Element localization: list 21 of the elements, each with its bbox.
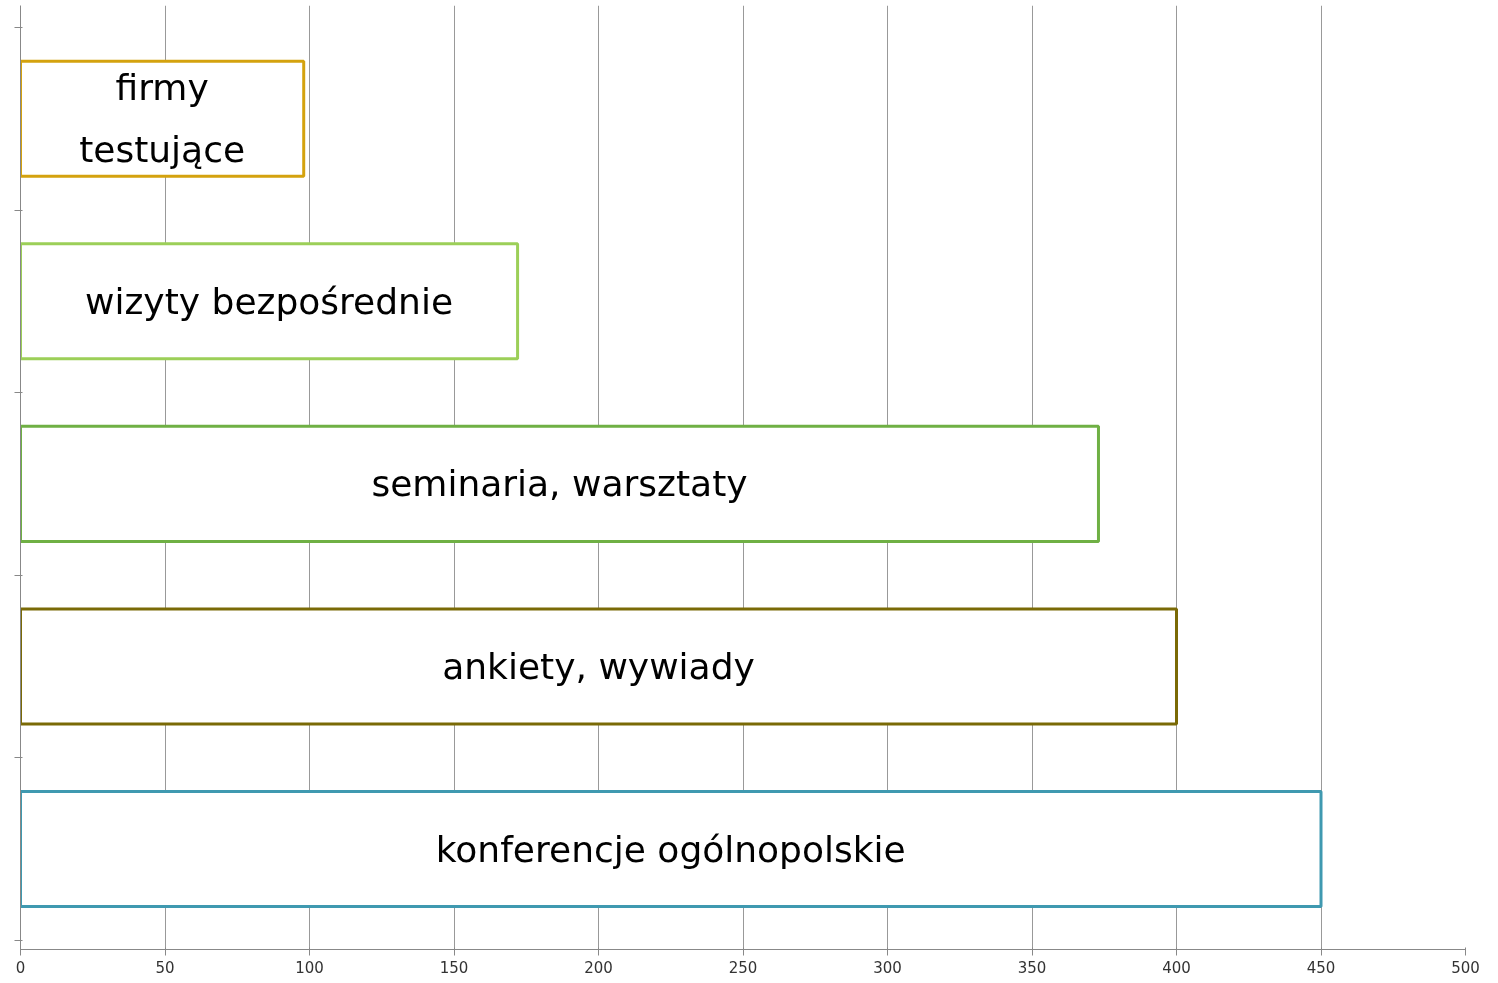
bar — [20, 424, 1100, 543]
y-tick-label: wizyty bezpośrednie — [85, 280, 454, 322]
x-tick-label: 350 — [1017, 958, 1047, 977]
y-tick-label: konferencje ogólnopolskie — [435, 828, 906, 870]
x-tick-label: 300 — [873, 958, 902, 977]
bar — [20, 607, 1178, 726]
x-tick-label: 100 — [295, 958, 324, 977]
x-tick-label: 0 — [15, 958, 26, 977]
x-tick-label: 500 — [1451, 958, 1480, 977]
x-tick-label: 150 — [439, 958, 469, 977]
y-tick-label: seminaria, warsztaty — [371, 463, 748, 505]
x-tick-label: 200 — [584, 958, 613, 977]
x-tick-label: 400 — [1162, 958, 1191, 977]
x-tick-label: 250 — [728, 958, 758, 977]
bar — [20, 242, 520, 361]
x-tick-label: 450 — [1306, 958, 1336, 977]
x-tick-label: 50 — [155, 958, 175, 977]
bar — [20, 790, 1323, 909]
bar — [20, 59, 306, 178]
y-tick-label: ankiety, wywiady — [442, 645, 755, 687]
y-tick-label: firmy testujące — [79, 67, 246, 170]
